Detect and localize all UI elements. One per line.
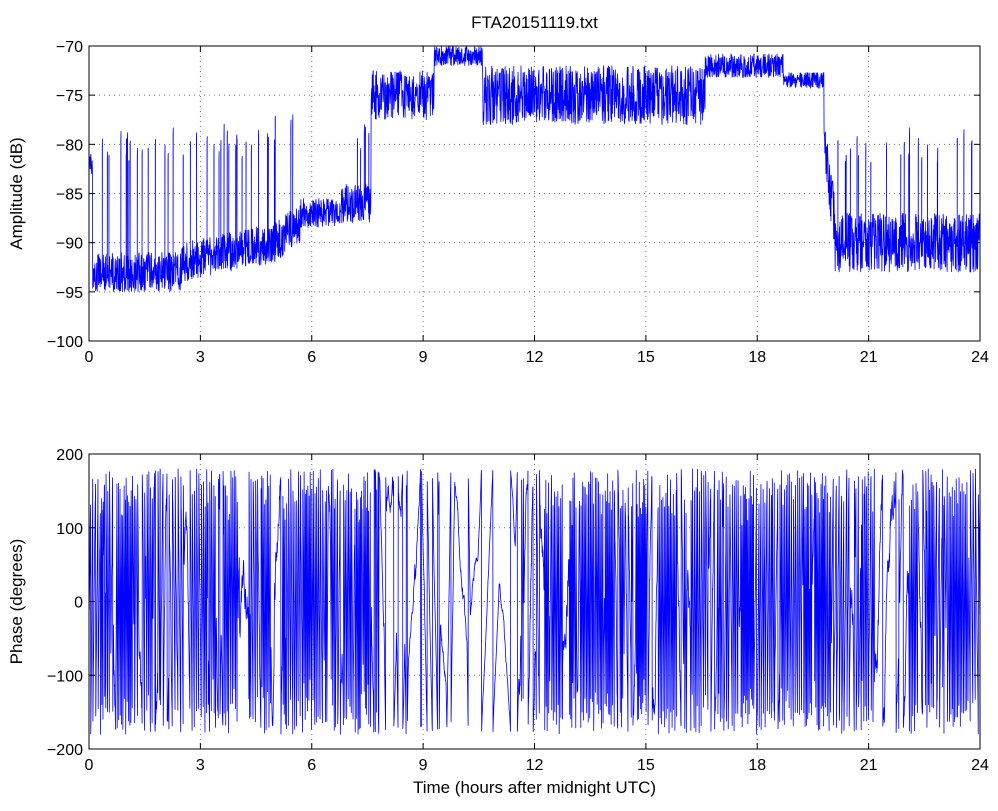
phase-y-tick-label: 100 [56, 521, 83, 538]
amplitude-y-axis-label: Amplitude (dB) [7, 137, 26, 249]
amplitude-y-tick-label: −80 [56, 137, 83, 154]
amplitude-x-tick-label: 18 [748, 349, 766, 366]
amplitude-ticks: 0 3 6 9 12 15 18 21 24 −100 −95 −90 −85 −80 −75 −70 [47, 39, 989, 366]
amplitude-y-tick-label: −95 [56, 285, 83, 302]
phase-x-tick-label: 18 [748, 757, 766, 774]
phase-x-axis-label: Time (hours after midnight UTC) [413, 778, 656, 797]
amplitude-x-tick-label: 9 [419, 349, 428, 366]
phase-x-tick-label: 15 [637, 757, 655, 774]
amplitude-y-tick-label: −75 [56, 88, 83, 105]
amplitude-y-tick-label: −90 [56, 236, 83, 253]
amplitude-y-tick-label: −100 [47, 334, 83, 351]
phase-y-tick-label: −200 [47, 742, 83, 759]
amplitude-x-tick-label: 12 [526, 349, 544, 366]
amplitude-panel: 0 3 6 9 12 15 18 21 24 −100 −95 −90 −85 −80 −75 −70 Amp… [7, 39, 989, 366]
amplitude-x-tick-label: 24 [971, 349, 989, 366]
amplitude-x-tick-label: 0 [85, 349, 94, 366]
phase-x-tick-label: 9 [419, 757, 428, 774]
phase-x-tick-label: 3 [196, 757, 205, 774]
amplitude-y-tick-label: −70 [56, 39, 83, 56]
amplitude-x-tick-label: 15 [637, 349, 655, 366]
figure-title: FTA20151119.txt [471, 13, 598, 32]
amplitude-x-tick-label: 3 [196, 349, 205, 366]
amplitude-x-tick-label: 21 [860, 349, 878, 366]
phase-series-line [88, 468, 981, 735]
phase-y-tick-label: 0 [74, 595, 83, 612]
phase-x-tick-label: 6 [307, 757, 316, 774]
amplitude-x-tick-label: 6 [307, 349, 316, 366]
phase-y-axis-label: Phase (degrees) [7, 539, 26, 665]
phase-panel: 0 3 6 9 12 15 18 21 24 −200 −100 0 100 200 Phase (deg… [7, 447, 989, 797]
phase-x-tick-label: 0 [85, 757, 94, 774]
phase-ticks: 0 3 6 9 12 15 18 21 24 −200 −100 0 100 200 [47, 447, 989, 774]
phase-y-tick-label: 200 [56, 447, 83, 464]
phase-x-tick-label: 12 [526, 757, 544, 774]
phase-x-tick-label: 21 [860, 757, 878, 774]
amplitude-series-line [88, 45, 981, 293]
phase-x-tick-label: 24 [971, 757, 989, 774]
amplitude-y-tick-label: −85 [56, 187, 83, 204]
phase-y-tick-label: −100 [47, 668, 83, 685]
